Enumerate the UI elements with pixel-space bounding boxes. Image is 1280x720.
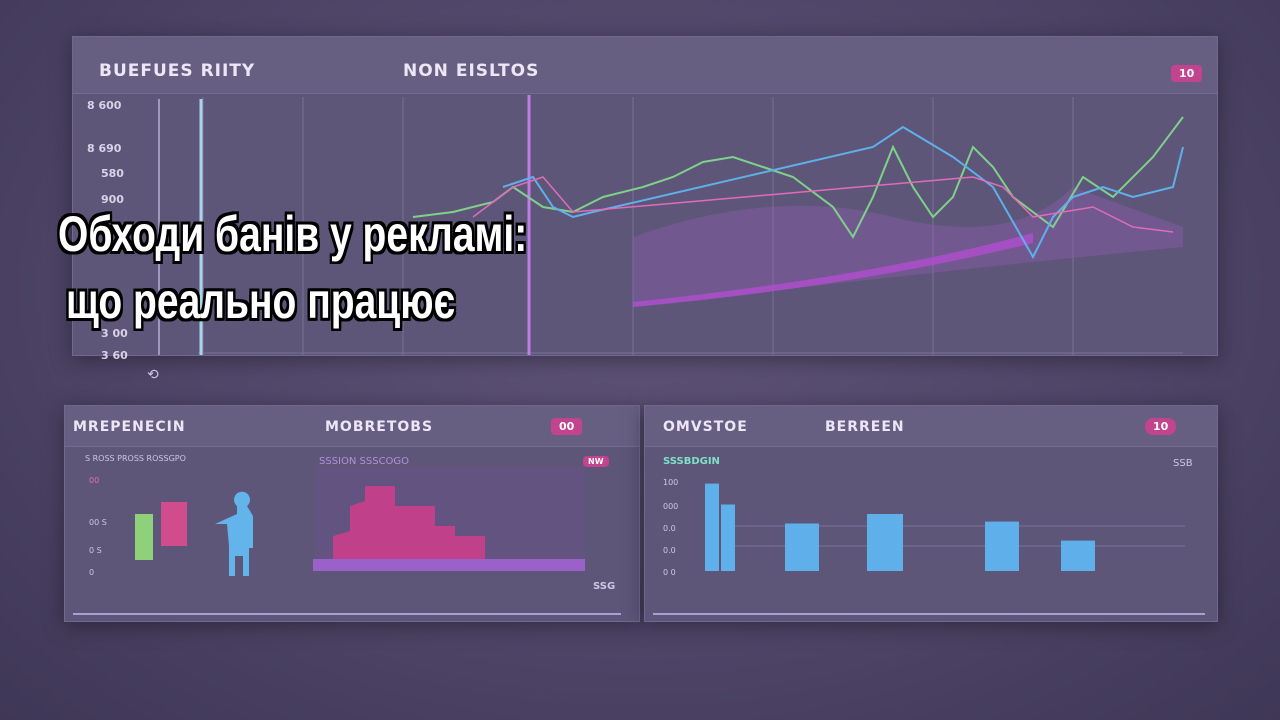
footer-value: SSG <box>593 581 616 592</box>
chart-label: SSB <box>1173 458 1193 469</box>
series-line <box>472 176 1174 233</box>
bar <box>721 504 735 571</box>
bottom-left-header <box>65 406 639 447</box>
bottom-right-panel: OMVSTOE BERREEN 10 SSSBDGIN SSB 100 000 … <box>644 405 1218 622</box>
person-figure-icon <box>215 491 253 576</box>
y-axis-label: 0.0 <box>663 546 676 555</box>
grid-lines <box>198 97 1183 355</box>
bottom-right-subtitle: BERREEN <box>825 419 905 435</box>
chart-badge[interactable]: NW <box>583 456 609 467</box>
y-axis-label: 0 0 <box>663 568 676 577</box>
top-chart-panel: BUEFUES RIITY NON EISLTOS 10 8 600 8 690… <box>72 36 1218 383</box>
series-line <box>502 125 1184 260</box>
bar-group <box>333 486 485 561</box>
chart-label: SSSBDGIN <box>663 456 720 467</box>
top-panel-badge[interactable]: 10 <box>1171 65 1203 82</box>
bottom-left-panel: MREPENECIN MOBRETOBS 00 S ROSS PROSS ROS… <box>64 405 640 622</box>
bar <box>867 514 903 571</box>
bottom-left-subtitle: MOBRETOBS <box>325 419 434 435</box>
bar <box>135 514 153 560</box>
bar <box>1061 540 1095 571</box>
y-axis-label: 0 S <box>89 546 102 555</box>
headline-line-1: Обходи банів у рекламі: <box>58 206 528 262</box>
top-panel-subtitle: NON EISLTOS <box>403 61 540 81</box>
bottom-left-title: MREPENECIN <box>73 419 186 435</box>
bar <box>705 483 719 571</box>
trend-band <box>633 233 1033 307</box>
bar <box>161 502 187 546</box>
y-axis-label: 8 600 <box>87 99 122 112</box>
y-axis-label: 00 <box>89 476 100 485</box>
bar <box>785 523 819 571</box>
toggle-icon[interactable]: ⟲ <box>147 367 159 383</box>
bottom-right-badge[interactable]: 10 <box>1145 418 1177 435</box>
chart-label: SSSION SSSCOGO <box>319 456 410 467</box>
y-axis-label: 580 <box>101 167 124 180</box>
legend-text: S ROSS PROSS ROSSGPO <box>85 454 186 463</box>
line-chart <box>158 95 1184 355</box>
y-axis-label: 8 690 <box>87 142 122 155</box>
y-axis-label: 3 60 <box>101 349 128 362</box>
y-axis-label: 000 <box>663 502 679 511</box>
mini-charts <box>73 466 621 615</box>
y-axis-label: 00 S <box>89 518 107 527</box>
headline-line-2: що реально працює <box>66 273 456 329</box>
bar <box>985 521 1019 571</box>
y-axis-label: 0 <box>89 568 95 577</box>
y-axis-label: 3 00 <box>101 327 128 340</box>
top-panel-header <box>73 37 1217 94</box>
bottom-right-title: OMVSTOE <box>663 419 748 435</box>
axis-band <box>313 559 585 571</box>
top-panel-title: BUEFUES RIITY <box>99 61 256 81</box>
area-fill <box>633 187 1183 307</box>
bottom-left-badge[interactable]: 00 <box>551 418 583 435</box>
y-axis-label: 0.0 <box>663 524 676 533</box>
y-axis-label: 900 <box>101 193 124 206</box>
bottom-right-header <box>645 406 1217 447</box>
y-axis-label: 100 <box>663 478 679 487</box>
bar-chart <box>653 483 1205 615</box>
